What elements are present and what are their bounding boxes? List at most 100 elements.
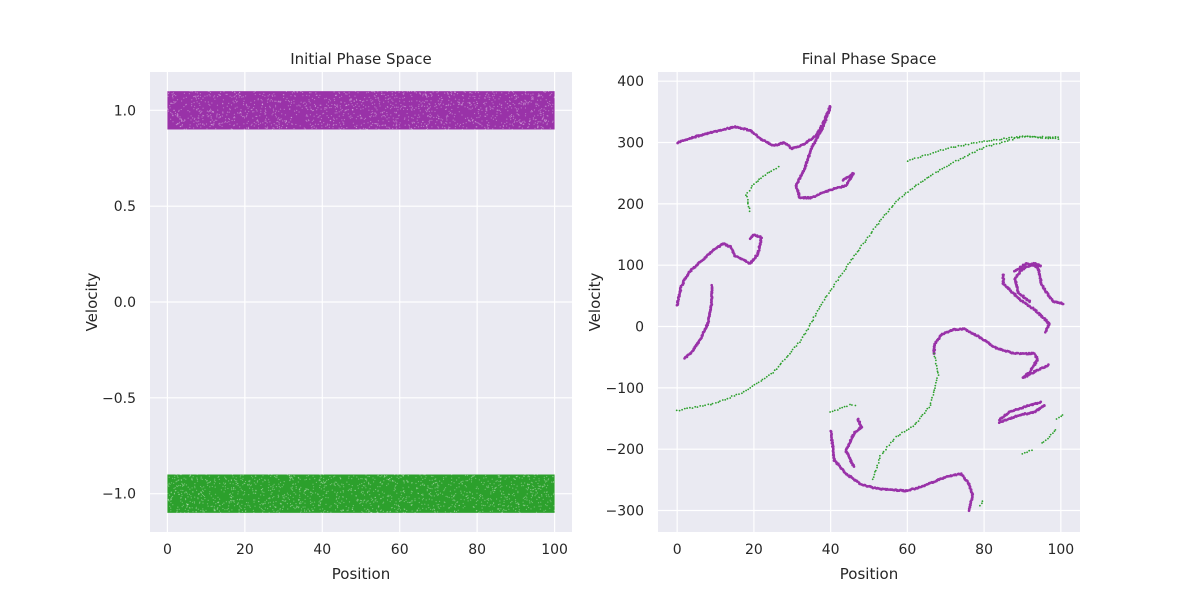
initial-scatter-point bbox=[451, 91, 453, 93]
final-scatter-point bbox=[772, 372, 775, 374]
initial-scatter-point bbox=[226, 93, 228, 95]
initial-scatter-point bbox=[516, 95, 518, 97]
initial-scatter-point bbox=[241, 479, 244, 481]
initial-scatter-point bbox=[425, 94, 428, 96]
initial-scatter-point bbox=[231, 509, 233, 511]
initial-scatter-point bbox=[240, 114, 242, 116]
initial-scatter-point bbox=[304, 101, 306, 103]
initial-scatter-point bbox=[399, 500, 401, 502]
initial-scatter-point bbox=[402, 475, 404, 477]
initial-scatter-point bbox=[516, 113, 518, 115]
final-scatter-point bbox=[1031, 449, 1033, 452]
initial-scatter-point bbox=[233, 119, 236, 121]
initial-scatter-point bbox=[375, 113, 377, 115]
initial-scatter-point bbox=[419, 100, 421, 102]
initial-scatter-point bbox=[372, 100, 374, 102]
initial-scatter-point bbox=[178, 493, 180, 495]
initial-scatter-point bbox=[547, 484, 549, 486]
initial-scatter-point bbox=[297, 506, 299, 508]
initial-scatter-point bbox=[288, 498, 290, 501]
initial-scatter-point bbox=[426, 489, 428, 491]
initial-scatter-point bbox=[485, 93, 487, 95]
initial-scatter-point bbox=[183, 97, 185, 99]
initial-scatter-point bbox=[222, 507, 224, 510]
initial-scatter-point bbox=[489, 504, 491, 506]
final-scatter-point bbox=[874, 226, 877, 228]
initial-scatter-point bbox=[233, 113, 235, 115]
initial-scatter-point bbox=[181, 100, 183, 102]
initial-scatter-point bbox=[179, 118, 181, 120]
initial-scatter-point bbox=[253, 125, 255, 127]
initial-scatter-point bbox=[212, 110, 214, 113]
initial-scatter-point bbox=[513, 483, 515, 486]
final-scatter-point bbox=[850, 258, 853, 261]
initial-scatter-point bbox=[533, 478, 535, 480]
initial-scatter-point bbox=[450, 484, 452, 486]
initial-scatter-point bbox=[181, 501, 183, 503]
initial-y-tick-label: −1.0 bbox=[102, 487, 136, 503]
final-scatter-point bbox=[931, 396, 933, 399]
initial-scatter-point bbox=[329, 100, 331, 102]
initial-scatter-point bbox=[508, 96, 511, 99]
initial-scatter-point bbox=[515, 488, 517, 490]
initial-scatter-point bbox=[528, 476, 531, 478]
initial-scatter-point bbox=[339, 478, 342, 480]
initial-scatter-point bbox=[318, 504, 320, 506]
initial-scatter-point bbox=[222, 485, 224, 487]
initial-scatter-point bbox=[186, 491, 188, 493]
initial-scatter-point bbox=[413, 121, 415, 123]
initial-scatter-point bbox=[518, 503, 520, 505]
initial-scatter-point bbox=[462, 507, 464, 509]
initial-scatter-point bbox=[223, 491, 225, 493]
initial-scatter-point bbox=[187, 117, 189, 119]
initial-scatter-point bbox=[265, 110, 267, 112]
initial-scatter-point bbox=[352, 122, 354, 124]
initial-scatter-point bbox=[363, 122, 365, 124]
initial-scatter-point bbox=[534, 119, 536, 121]
initial-scatter-point bbox=[398, 114, 400, 116]
final-scatter-point bbox=[811, 320, 813, 323]
initial-scatter-point bbox=[374, 113, 376, 115]
initial-scatter-point bbox=[201, 478, 203, 480]
initial-scatter-point bbox=[315, 492, 317, 494]
initial-scatter-point bbox=[178, 508, 180, 510]
final-scatter-point bbox=[816, 309, 819, 312]
initial-scatter-point bbox=[285, 127, 288, 129]
initial-scatter-point bbox=[474, 104, 476, 106]
initial-scatter-point bbox=[527, 103, 529, 105]
initial-scatter-point bbox=[448, 126, 450, 128]
initial-scatter-point bbox=[309, 102, 311, 104]
final-scatter-point bbox=[699, 405, 702, 407]
initial-scatter-point bbox=[492, 103, 494, 105]
final-scatter-point bbox=[905, 429, 908, 432]
initial-scatter-point bbox=[371, 109, 373, 112]
initial-scatter-point bbox=[278, 511, 280, 513]
initial-scatter-point bbox=[325, 107, 327, 109]
final-scatter-point bbox=[895, 200, 897, 203]
initial-scatter-point bbox=[312, 475, 314, 477]
initial-scatter-point bbox=[174, 475, 176, 477]
initial-scatter-point bbox=[438, 118, 440, 120]
initial-scatter-point bbox=[426, 126, 428, 128]
final-scatter-point bbox=[785, 356, 788, 358]
initial-scatter-point bbox=[513, 495, 515, 497]
initial-scatter-point bbox=[458, 103, 460, 106]
initial-scatter-point bbox=[194, 483, 196, 485]
initial-scatter-point bbox=[370, 101, 372, 103]
initial-scatter-point bbox=[234, 480, 237, 482]
initial-scatter-point bbox=[312, 509, 314, 511]
initial-scatter-point bbox=[470, 104, 473, 106]
initial-scatter-point bbox=[317, 493, 319, 495]
initial-scatter-point bbox=[206, 480, 208, 482]
initial-scatter-point bbox=[509, 486, 511, 488]
initial-scatter-point bbox=[493, 483, 495, 485]
initial-scatter-point bbox=[396, 476, 398, 478]
initial-scatter-point bbox=[527, 484, 529, 486]
initial-scatter-point bbox=[189, 475, 191, 477]
initial-scatter-point bbox=[485, 474, 487, 477]
initial-scatter-point bbox=[342, 496, 344, 498]
initial-scatter-point bbox=[428, 507, 430, 509]
initial-scatter-point bbox=[524, 102, 527, 104]
final-scatter-point bbox=[909, 188, 912, 191]
initial-scatter-point bbox=[428, 103, 430, 105]
